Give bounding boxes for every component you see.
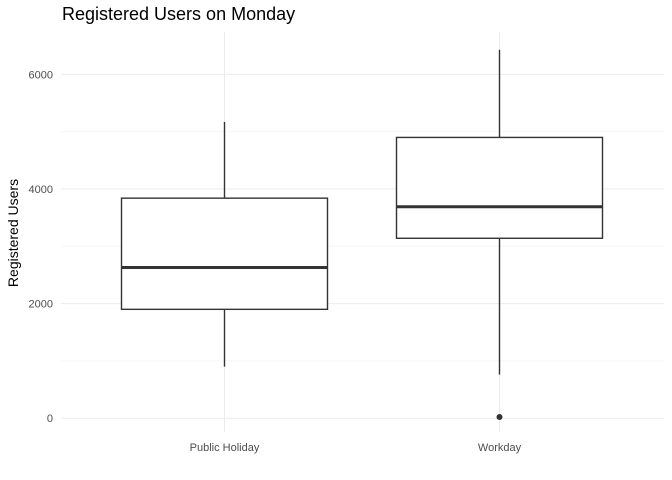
y-tick-label: 2000: [29, 299, 53, 311]
outlier-point: [496, 414, 503, 421]
y-tick-label: 0: [47, 413, 53, 425]
y-tick-label: 6000: [29, 69, 53, 81]
chart-title: Registered Users on Monday: [62, 4, 296, 24]
x-tick-label: Public Holiday: [190, 442, 260, 454]
x-tick-label: Workday: [478, 442, 522, 454]
box-2: [395, 49, 604, 421]
axis-labels: 0 2000 4000 6000 Public Holiday Workday: [29, 69, 522, 454]
y-axis-title: Registered Users: [5, 179, 21, 287]
box-plots: [120, 49, 604, 421]
box-1: [120, 121, 329, 367]
box-iqr: [395, 136, 604, 239]
y-tick-label: 4000: [29, 184, 53, 196]
box-iqr: [120, 197, 329, 311]
